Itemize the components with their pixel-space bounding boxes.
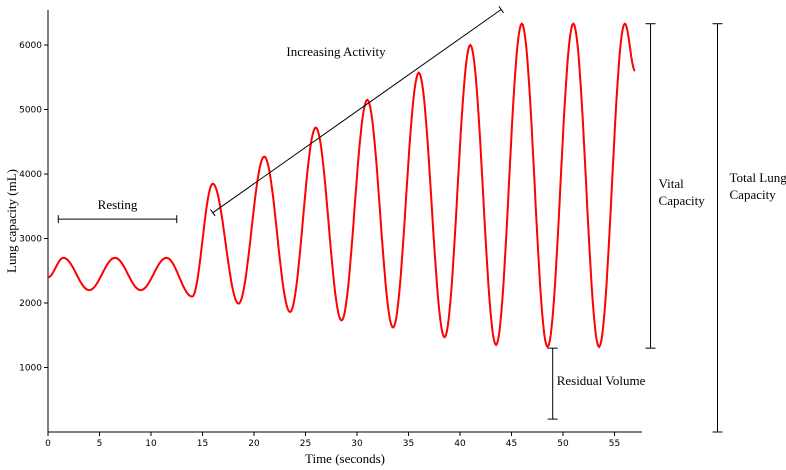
x-axis-title: Time (seconds)	[305, 451, 385, 466]
y-tick-label: 5000	[19, 106, 42, 116]
y-tick-label: 4000	[19, 170, 42, 180]
increasing-activity-label: Increasing Activity	[286, 44, 386, 59]
x-tick-label: 45	[506, 439, 517, 449]
total-lung-capacity-label-line2: Capacity	[730, 187, 777, 202]
x-tick-label: 40	[454, 439, 466, 449]
resting-label: Resting	[98, 197, 138, 212]
y-axis-title: Lung capacity (mL)	[4, 169, 19, 273]
y-tick-label: 3000	[19, 235, 42, 245]
y-tick-label: 1000	[19, 364, 42, 374]
y-tick-label: 2000	[19, 299, 42, 309]
x-tick-label: 0	[45, 439, 51, 449]
y-tick-label: 6000	[19, 41, 42, 51]
x-tick-label: 55	[609, 439, 620, 449]
x-tick-label: 30	[351, 439, 363, 449]
annotations: Resting Increasing Activity Vital Capaci…	[57, 5, 786, 433]
series-line	[47, 22, 636, 349]
x-ticks: 0 5 10 15 20 25 30 35 40 45 50 55	[45, 432, 620, 449]
total-lung-capacity-label-line1: Total Lung	[730, 170, 786, 185]
vital-capacity-label-line2: Capacity	[659, 193, 706, 208]
y-ticks: 1000 2000 3000 4000 5000 6000	[19, 41, 48, 374]
increasing-activity-bracket-end	[498, 5, 504, 14]
x-tick-label: 15	[197, 439, 208, 449]
increasing-activity-bracket	[212, 9, 502, 214]
x-tick-label: 10	[145, 439, 157, 449]
x-tick-label: 50	[557, 439, 569, 449]
x-tick-label: 20	[248, 439, 260, 449]
residual-volume-label: Residual Volume	[557, 373, 646, 388]
x-tick-label: 5	[97, 439, 103, 449]
plot-area: 0 5 10 15 20 25 30 35 40 45 50 55 1000 2000 3000 4000 5…	[19, 10, 642, 449]
x-tick-label: 35	[403, 439, 414, 449]
increasing-activity-bracket-end	[210, 209, 216, 217]
x-tick-label: 25	[300, 439, 311, 449]
vital-capacity-label-line1: Vital	[659, 176, 685, 191]
